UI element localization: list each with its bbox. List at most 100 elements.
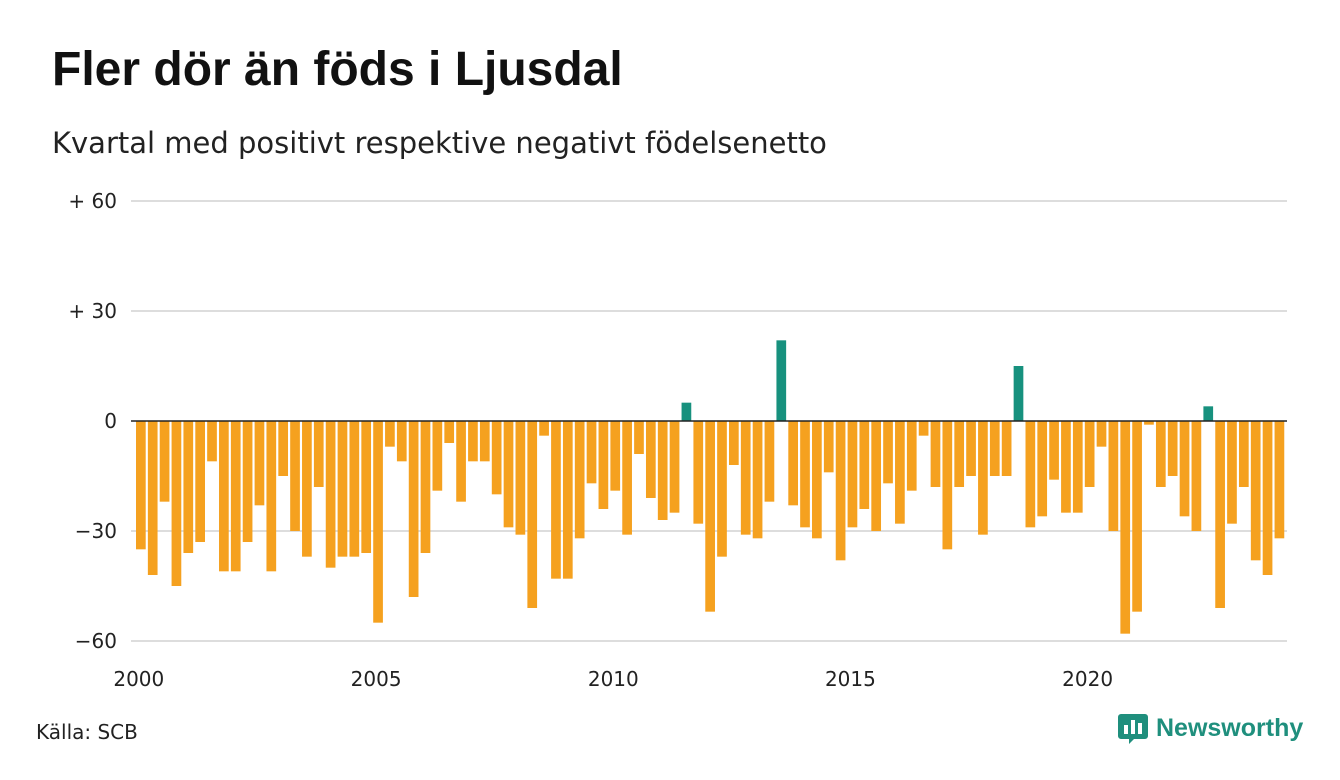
bar-negative xyxy=(717,421,727,557)
y-tick-label: + 60 xyxy=(68,189,117,213)
bar-negative xyxy=(1250,421,1261,561)
x-tick-label: 2005 xyxy=(351,667,402,691)
bar-negative xyxy=(740,421,751,535)
bar-negative xyxy=(1274,421,1285,539)
bar-positive xyxy=(681,402,692,421)
bar-negative xyxy=(1025,421,1036,528)
bar-negative xyxy=(800,421,810,528)
bar-negative xyxy=(847,421,858,528)
bar-negative xyxy=(468,421,478,462)
bar-negative xyxy=(1037,421,1048,517)
bar-negative xyxy=(159,421,170,502)
bar-negative xyxy=(230,421,241,572)
bar-negative xyxy=(1215,421,1225,608)
bar-chart: + 60 + 30 0 −30 −60 2000 2005 2010 2015 2020 xyxy=(68,189,1287,691)
bar-negative xyxy=(171,421,182,586)
x-tick-label: 2010 xyxy=(588,667,639,691)
bar-negative xyxy=(1001,421,1012,476)
bar-negative xyxy=(515,421,526,535)
bar-negative xyxy=(242,421,253,542)
bar-negative xyxy=(942,421,953,550)
bar-negative xyxy=(385,421,395,447)
bar-negative xyxy=(491,421,502,495)
bar-negative xyxy=(812,421,822,539)
bar-negative xyxy=(930,421,941,487)
bar-negative xyxy=(895,421,905,524)
axes: + 60 + 30 0 −30 −60 2000 2005 2010 2015 2020 xyxy=(68,189,1287,691)
bar-negative xyxy=(562,421,573,579)
bar-negative xyxy=(835,421,846,561)
bar-negative xyxy=(906,421,917,491)
brand-name: Newsworthy xyxy=(1156,713,1304,742)
bar-negative xyxy=(610,421,621,491)
bar-negative xyxy=(551,421,561,579)
bar-negative xyxy=(539,421,549,436)
bar-negative xyxy=(396,421,407,462)
bar-negative xyxy=(1167,421,1178,476)
y-tick-label: 0 xyxy=(104,409,117,433)
bar-negative xyxy=(313,421,324,487)
bar-negative xyxy=(207,421,217,462)
bar-negative xyxy=(361,421,372,553)
bar-negative xyxy=(657,421,668,520)
bar-negative xyxy=(503,421,514,528)
y-tick-label: −60 xyxy=(75,629,117,653)
bar-negative xyxy=(752,421,763,539)
x-tick-label: 2015 xyxy=(825,667,876,691)
bar-positive xyxy=(1013,366,1024,421)
bar-negative xyxy=(456,421,466,502)
bar-negative xyxy=(883,421,893,484)
bar-negative xyxy=(693,421,704,524)
bar-negative xyxy=(337,421,348,557)
bar-negative xyxy=(764,421,775,502)
bar-negative xyxy=(302,421,312,557)
bar-negative xyxy=(1096,421,1107,447)
bar-negative xyxy=(622,421,632,535)
bar-negative xyxy=(598,421,609,509)
bar-negative xyxy=(729,421,739,465)
bar-negative xyxy=(420,421,431,553)
bar-negative xyxy=(1227,421,1237,524)
bar-negative xyxy=(978,421,988,535)
chart-title: Fler dör än föds i Ljusdal xyxy=(52,43,623,96)
bar-negative xyxy=(1061,421,1071,513)
brand-logo[interactable]: Newsworthy xyxy=(1118,712,1303,744)
bar-negative xyxy=(444,421,455,443)
bar-negative xyxy=(1108,421,1119,531)
bar-negative xyxy=(136,421,146,550)
bar-negative xyxy=(871,421,882,531)
bar-negative xyxy=(1049,421,1059,480)
newsworthy-logo-icon xyxy=(1118,714,1148,744)
bar-negative xyxy=(1084,421,1095,487)
bars xyxy=(136,340,1285,634)
bar-negative xyxy=(634,421,644,454)
bar-negative xyxy=(574,421,585,539)
bar-negative xyxy=(1191,421,1202,531)
bar-negative xyxy=(183,421,194,553)
x-tick-label: 2020 xyxy=(1062,667,1113,691)
bar-negative xyxy=(408,421,419,597)
bar-negative xyxy=(219,421,229,572)
bar-negative xyxy=(966,421,976,476)
bar-negative xyxy=(954,421,965,487)
x-tick-label: 2000 xyxy=(113,667,164,691)
bar-negative xyxy=(859,421,870,509)
bar-negative xyxy=(349,421,360,557)
bar-negative xyxy=(989,421,1000,476)
bar-negative xyxy=(1072,421,1083,513)
bar-negative xyxy=(586,421,597,484)
bar-negative xyxy=(669,421,680,513)
bar-negative xyxy=(479,421,490,462)
chart-subtitle: Kvartal med positivt respektive negativt… xyxy=(52,126,827,160)
bar-negative xyxy=(1155,421,1166,487)
bar-negative xyxy=(195,421,205,542)
bar-negative xyxy=(290,421,300,531)
bar-negative xyxy=(1120,421,1131,634)
bar-positive xyxy=(1203,406,1214,421)
bar-negative xyxy=(1238,421,1249,487)
bar-negative xyxy=(1262,421,1273,575)
bar-negative xyxy=(147,421,158,575)
bar-negative xyxy=(645,421,656,498)
bar-negative xyxy=(1144,421,1154,425)
y-tick-label: + 30 xyxy=(68,299,117,323)
